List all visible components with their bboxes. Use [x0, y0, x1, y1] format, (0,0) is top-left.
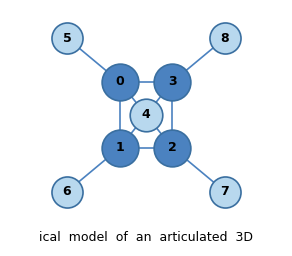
Point [223, 36, 227, 40]
Text: 5: 5 [62, 31, 71, 45]
Point [117, 146, 122, 150]
Point [65, 190, 69, 194]
Text: ical  model  of  an  articulated  3D: ical model of an articulated 3D [39, 231, 253, 244]
Text: 6: 6 [63, 185, 71, 198]
Text: 1: 1 [115, 141, 124, 154]
Text: 4: 4 [142, 108, 150, 121]
Text: 7: 7 [221, 185, 230, 198]
Text: 2: 2 [168, 141, 177, 154]
Point [117, 80, 122, 84]
Point [170, 146, 175, 150]
Text: 8: 8 [221, 31, 229, 45]
Point [144, 113, 148, 117]
Point [170, 80, 175, 84]
Text: 3: 3 [168, 76, 177, 88]
Point [65, 36, 69, 40]
Point [223, 190, 227, 194]
Text: 0: 0 [115, 76, 124, 88]
